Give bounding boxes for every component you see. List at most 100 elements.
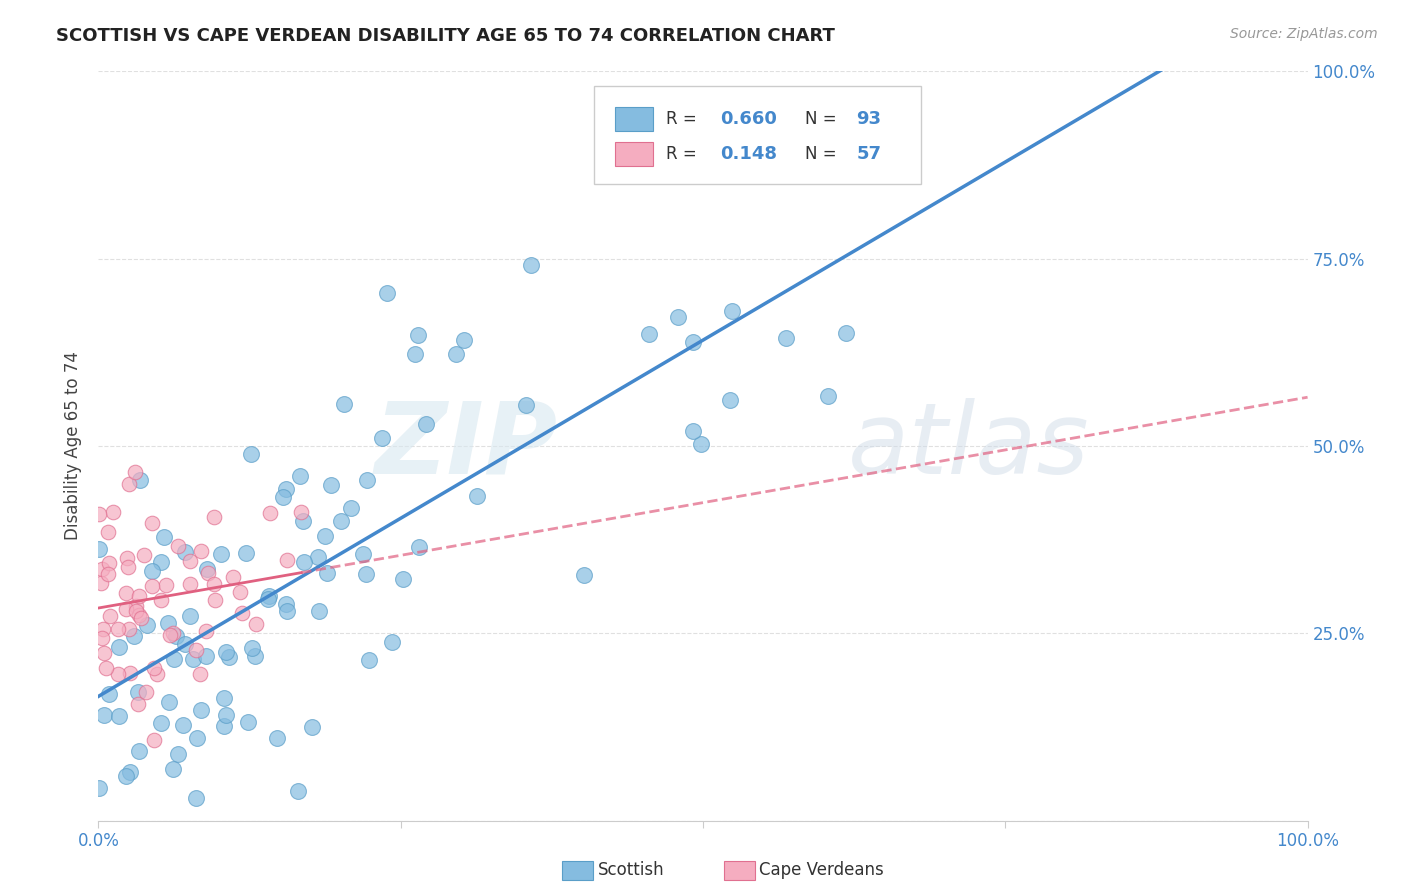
Point bbox=[142, 732, 165, 747]
Point bbox=[319, 478, 342, 492]
Point bbox=[97, 567, 120, 582]
Text: R =: R = bbox=[665, 145, 702, 162]
Point bbox=[179, 609, 201, 624]
Point bbox=[141, 578, 163, 592]
Point bbox=[181, 652, 204, 666]
Bar bbox=[614, 142, 654, 166]
Point bbox=[329, 514, 352, 528]
Point bbox=[195, 562, 218, 576]
Point bbox=[124, 465, 146, 479]
Y-axis label: Disability Age 65 to 74: Disability Age 65 to 74 bbox=[65, 351, 83, 541]
Point bbox=[141, 516, 163, 530]
Point bbox=[120, 665, 142, 680]
Point bbox=[165, 629, 187, 643]
Point bbox=[721, 304, 744, 318]
Point bbox=[90, 631, 112, 645]
Point bbox=[352, 548, 374, 562]
Point bbox=[519, 258, 541, 272]
Point bbox=[127, 684, 149, 698]
Point bbox=[391, 572, 413, 586]
Point bbox=[332, 397, 354, 411]
Point bbox=[87, 780, 110, 795]
Point bbox=[94, 661, 117, 675]
Point bbox=[190, 703, 212, 717]
Point bbox=[292, 555, 315, 569]
Point bbox=[271, 490, 294, 504]
Point bbox=[775, 331, 797, 345]
Point bbox=[404, 347, 426, 361]
Point bbox=[190, 667, 212, 681]
Point bbox=[89, 507, 111, 521]
Point bbox=[146, 667, 169, 681]
Point bbox=[108, 640, 131, 655]
Point bbox=[141, 564, 163, 578]
Point bbox=[515, 398, 537, 412]
Point bbox=[163, 652, 186, 666]
Point bbox=[98, 557, 121, 571]
Point bbox=[134, 685, 156, 699]
Point bbox=[91, 562, 114, 576]
Point bbox=[186, 642, 208, 657]
Point bbox=[465, 489, 488, 503]
Point bbox=[214, 719, 236, 733]
Text: SCOTTISH VS CAPE VERDEAN DISABILITY AGE 65 TO 74 CORRELATION CHART: SCOTTISH VS CAPE VERDEAN DISABILITY AGE … bbox=[56, 27, 835, 45]
Point bbox=[817, 389, 839, 403]
Text: Scottish: Scottish bbox=[598, 861, 664, 879]
Point bbox=[314, 529, 336, 543]
Text: ZIP: ZIP bbox=[375, 398, 558, 494]
Point bbox=[315, 566, 337, 580]
Point bbox=[718, 392, 741, 407]
Point bbox=[186, 790, 208, 805]
Text: Cape Verdeans: Cape Verdeans bbox=[759, 861, 884, 879]
Text: 0.148: 0.148 bbox=[720, 145, 778, 162]
Point bbox=[90, 575, 112, 590]
Point bbox=[174, 545, 197, 559]
Point bbox=[98, 608, 121, 623]
Point bbox=[682, 335, 704, 350]
Point bbox=[287, 784, 309, 798]
Point bbox=[415, 417, 437, 432]
Point bbox=[259, 506, 281, 520]
Point bbox=[159, 628, 181, 642]
Point bbox=[93, 622, 115, 636]
Point bbox=[214, 690, 236, 705]
Text: N =: N = bbox=[804, 110, 841, 128]
Point bbox=[637, 326, 659, 341]
Point bbox=[301, 720, 323, 734]
Point bbox=[190, 544, 212, 558]
Point bbox=[166, 747, 188, 761]
Point bbox=[157, 695, 180, 709]
Point bbox=[136, 618, 159, 632]
Point bbox=[118, 476, 141, 491]
Point bbox=[290, 468, 312, 483]
Point bbox=[218, 649, 240, 664]
Point bbox=[117, 560, 139, 574]
Point bbox=[115, 551, 138, 566]
Point bbox=[142, 660, 165, 674]
Point bbox=[97, 687, 120, 701]
Point bbox=[167, 539, 190, 553]
Point bbox=[307, 550, 329, 565]
Point bbox=[238, 715, 260, 730]
Point bbox=[149, 555, 172, 569]
Point bbox=[354, 567, 377, 582]
Point bbox=[228, 584, 250, 599]
Point bbox=[235, 546, 257, 560]
Point bbox=[339, 501, 361, 516]
Point bbox=[290, 505, 312, 519]
Point bbox=[127, 697, 149, 711]
Point bbox=[128, 608, 150, 623]
Point bbox=[156, 616, 179, 631]
Point bbox=[274, 483, 297, 497]
Point bbox=[835, 326, 858, 340]
FancyBboxPatch shape bbox=[595, 87, 921, 184]
Point bbox=[453, 333, 475, 347]
Text: atlas: atlas bbox=[848, 398, 1090, 494]
Point bbox=[215, 708, 238, 723]
Point bbox=[153, 530, 176, 544]
Point bbox=[195, 649, 218, 664]
Point bbox=[124, 604, 146, 618]
Point bbox=[87, 542, 110, 557]
Point bbox=[197, 566, 219, 581]
Point bbox=[408, 540, 430, 554]
